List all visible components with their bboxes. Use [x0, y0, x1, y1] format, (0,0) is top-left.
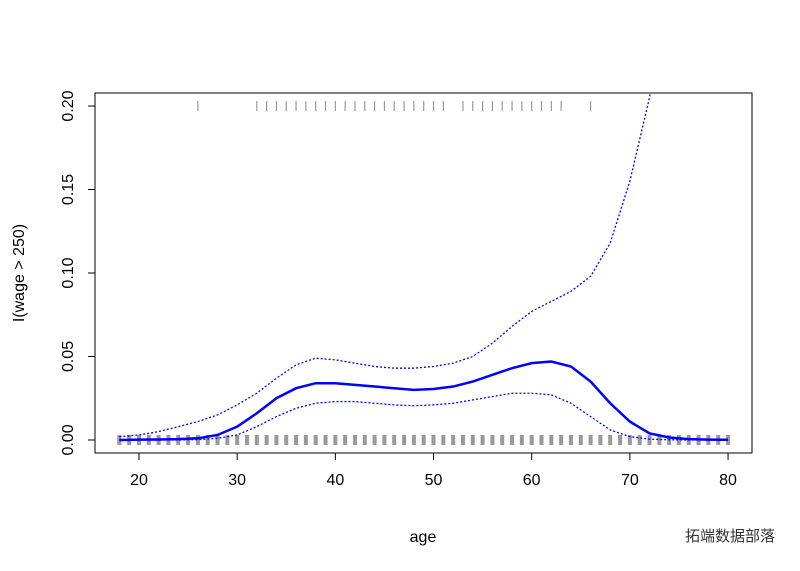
y-tick-label: 0.05: [60, 341, 77, 372]
series-line: [119, 392, 729, 441]
x-tick-label: 20: [130, 472, 148, 489]
x-axis-label: age: [410, 529, 437, 546]
x-tick-label: 70: [621, 472, 639, 489]
plot-area: [117, 93, 731, 445]
series-line: [119, 360, 729, 442]
y-axis-label: I(wage > 250): [11, 224, 28, 322]
x-tick-label: 50: [425, 472, 443, 489]
series-line: [119, 93, 651, 438]
y-tick-label: 0.20: [60, 90, 77, 121]
y-tick-label: 0.10: [60, 257, 77, 288]
x-tick-label: 30: [228, 472, 246, 489]
watermark: 拓端数据部落: [685, 528, 775, 545]
x-tick-label: 80: [719, 472, 737, 489]
plot-frame: [94, 92, 753, 454]
y-tick-label: 0.00: [60, 424, 77, 455]
x-tick-label: 60: [523, 472, 541, 489]
y-tick-label: 0.15: [60, 174, 77, 205]
x-tick-label: 40: [326, 472, 344, 489]
